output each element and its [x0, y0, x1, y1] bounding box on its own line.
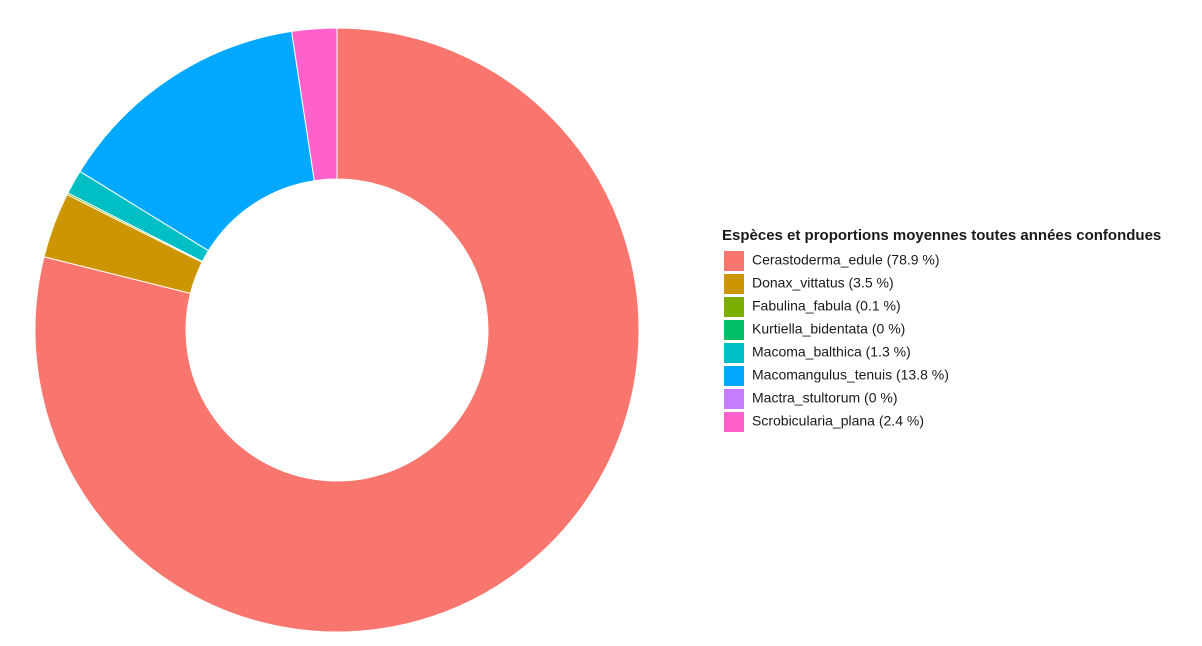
- legend-label: Kurtiella_bidentata (0 %): [752, 321, 905, 337]
- legend-key: [724, 274, 744, 294]
- legend-label: Scrobicularia_plana (2.4 %): [752, 413, 924, 429]
- legend-label: Macomangulus_tenuis (13.8 %): [752, 367, 949, 383]
- legend-key: [724, 343, 744, 363]
- donut-slice: [79, 30, 315, 252]
- legend-key: [724, 297, 744, 317]
- legend-label: Cerastoderma_edule (78.9 %): [752, 252, 940, 268]
- legend-key: [724, 251, 744, 271]
- legend-key: [724, 366, 744, 386]
- legend-label: Donax_vittatus (3.5 %): [752, 275, 894, 291]
- legend-title: Espèces et proportions moyennes toutes a…: [722, 227, 1161, 244]
- legend-label: Fabulina_fabula (0.1 %): [752, 298, 901, 314]
- legend-label: Mactra_stultorum (0 %): [752, 390, 897, 406]
- legend-key: [724, 320, 744, 340]
- legend-key: [724, 412, 744, 432]
- donut-slice: [291, 27, 338, 182]
- legend-label: Macoma_balthica (1.3 %): [752, 344, 911, 360]
- legend-key: [724, 389, 744, 409]
- donut-slice: [34, 27, 640, 633]
